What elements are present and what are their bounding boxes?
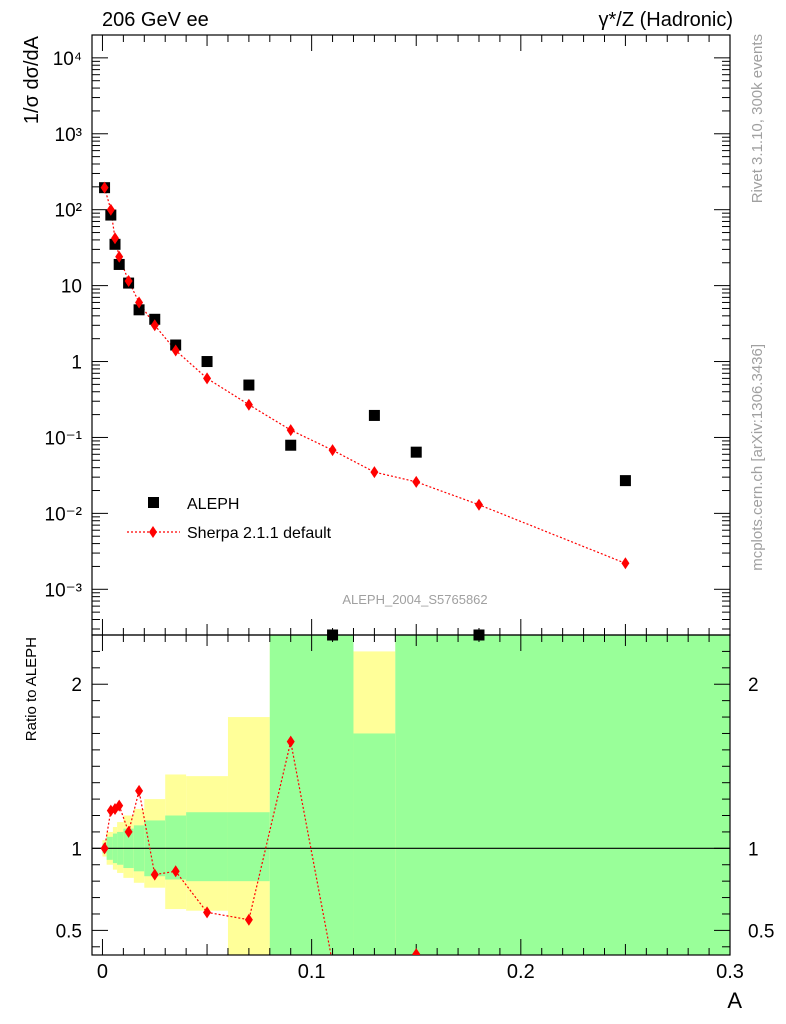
mc-point: [203, 372, 212, 385]
axis-ticks: [92, 34, 731, 955]
mc-point: [150, 319, 159, 332]
x-tick-label: 0.1: [298, 961, 326, 983]
mc-point: [286, 424, 295, 437]
mc-point: [244, 398, 253, 411]
legend-aleph-marker: [148, 497, 159, 508]
main-y-axis-label: 1/σ dσ/dA: [21, 35, 43, 124]
data-point: [619, 475, 631, 487]
y-tick-label: 10⁻²: [45, 504, 83, 525]
legend-aleph-label: ALEPH: [187, 496, 239, 513]
ratio-point: [244, 913, 253, 926]
ratio-point: [286, 735, 295, 748]
y-tick-label: 10⁻¹: [45, 428, 83, 449]
ratio-point: [171, 865, 180, 878]
data-marks: [99, 181, 631, 969]
y-tick-label: 10³: [55, 125, 82, 146]
y-tick-label: 10⁴: [53, 49, 82, 70]
y-tick-label: 10⁻³: [45, 580, 83, 601]
x-tick-label: 0.3: [716, 961, 744, 983]
data-point: [327, 629, 339, 641]
ratio-series-line: [103, 741, 332, 955]
data-point: [201, 356, 213, 368]
y-tick-label: 10: [61, 277, 82, 298]
mc-point: [328, 444, 337, 457]
rivet-version-label: Rivet 3.1.10, 300k events: [749, 34, 766, 203]
legend-sherpa-marker: [149, 526, 157, 538]
ratio-point: [150, 868, 159, 881]
x-axis-label: A: [727, 988, 742, 1013]
plot-frames: [91, 34, 731, 956]
ratio-band-inner: [186, 812, 228, 882]
ratio-panel-frame: [91, 634, 731, 956]
mc-point: [100, 181, 109, 194]
ratio-point: [412, 948, 421, 955]
mc-point: [412, 475, 421, 488]
data-point: [149, 313, 161, 325]
ratio-point: [329, 957, 337, 969]
data-point: [368, 409, 380, 421]
ratio-point: [115, 799, 124, 812]
ratio-y-tick-label-right: 1: [748, 839, 759, 860]
ratio-y-tick-label-right: 2: [748, 675, 759, 696]
ratio-y-tick-label-left: 2: [71, 675, 82, 696]
legend-sherpa-label: Sherpa 2.1.1 default: [187, 525, 332, 542]
mcplots-label: mcplots.cern.ch [arXiv:1306.3436]: [749, 344, 766, 571]
ratio-band-inner: [227, 812, 270, 882]
data-point: [285, 439, 297, 451]
ratio-point: [203, 906, 212, 919]
ratio-y-tick-label-right: 0.5: [748, 921, 774, 942]
header-right-label: γ*/Z (Hadronic): [599, 9, 733, 31]
y-tick-label: 10²: [55, 201, 82, 222]
ratio-band-inner: [353, 733, 396, 955]
ratio-point: [135, 784, 144, 797]
mc-point: [124, 275, 133, 288]
mc-point: [111, 232, 120, 245]
ratio-y-axis-label: Ratio to ALEPH: [23, 637, 40, 741]
x-tick-label: 0.2: [507, 961, 535, 983]
ratio-marks: [100, 735, 421, 969]
data-point: [473, 629, 485, 641]
x-tick-label: 0: [97, 961, 108, 983]
ratio-point: [124, 825, 133, 838]
ratio-point: [100, 842, 109, 855]
ratio-band-inner: [395, 635, 730, 955]
axis-tick-labels: 0 0.1 0.2 0.3 10⁻³ 10⁻² 10⁻¹ 1 10 10² 10³ 10⁴ 0.5 0.5…: [45, 49, 775, 983]
data-point: [243, 379, 255, 391]
mc-point: [106, 203, 115, 216]
mc-point: [135, 296, 144, 309]
mc-point: [115, 250, 124, 263]
data-point: [133, 304, 145, 316]
legend: ALEPH Sherpa 2.1.1 default: [127, 496, 332, 542]
ratio-y-tick-label-left: 0.5: [56, 921, 82, 942]
ratio-band-inner: [165, 815, 187, 880]
analysis-id-label: ALEPH_2004_S5765862: [342, 592, 487, 607]
ratio-y-tick-label-left: 1: [71, 839, 82, 860]
mc-point: [370, 466, 379, 479]
data-point: [109, 238, 121, 250]
y-tick-label: 1: [71, 353, 82, 374]
data-point: [113, 258, 125, 270]
data-point: [410, 446, 422, 458]
mc-point: [621, 557, 630, 570]
ratio-uncertainty-bands: [92, 635, 730, 955]
main-panel-frame: [91, 34, 731, 636]
mc-point: [171, 344, 180, 357]
mc-point: [474, 498, 483, 511]
ratio-band-inner: [269, 635, 354, 955]
mc-series-line: [103, 187, 626, 564]
header-left-label: 206 GeV ee: [102, 9, 209, 31]
